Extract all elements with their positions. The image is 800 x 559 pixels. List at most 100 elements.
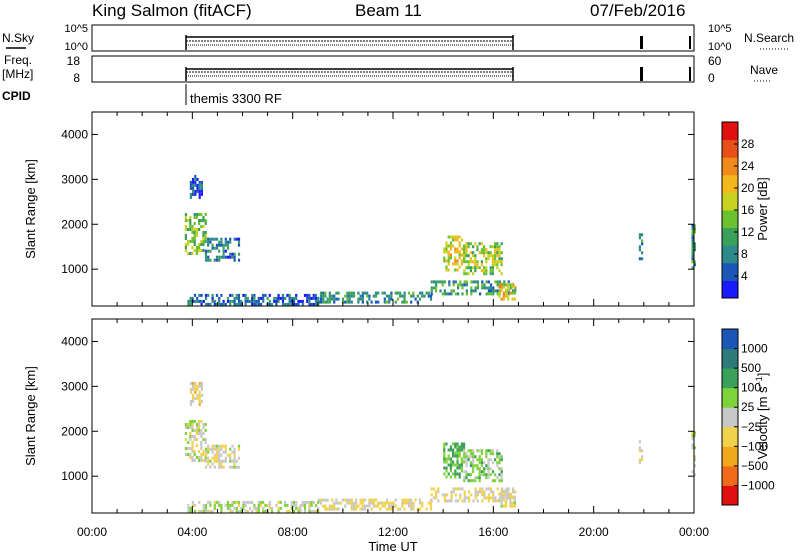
data-cell (403, 294, 406, 298)
data-cell (319, 297, 323, 301)
data-cell (220, 459, 223, 463)
data-cell (469, 464, 472, 468)
cpid-label: CPID (2, 89, 31, 103)
data-cell (257, 503, 260, 507)
data-cell (458, 253, 461, 257)
data-cell (445, 265, 448, 269)
data-cell (513, 504, 516, 508)
data-cell (483, 283, 486, 287)
data-cell (226, 240, 230, 244)
data-cell (306, 299, 309, 303)
data-cell (213, 500, 216, 504)
data-cell (691, 437, 694, 441)
data-cell (198, 456, 201, 459)
data-cell (218, 255, 221, 259)
data-cell (507, 294, 510, 298)
data-cell (487, 257, 490, 261)
data-cell (189, 195, 192, 199)
data-cell (226, 243, 230, 247)
data-cell (204, 459, 208, 463)
data-cell (231, 252, 234, 256)
data-cell (458, 235, 461, 239)
data-cell (196, 186, 199, 190)
data-cell (359, 501, 362, 505)
data-cell (487, 254, 490, 258)
data-cell (456, 454, 459, 458)
data-cell (218, 459, 221, 463)
data-cell (502, 495, 505, 499)
data-cell (202, 423, 205, 426)
data-cell (193, 222, 196, 225)
data-cell (189, 390, 192, 394)
data-cell (509, 492, 512, 496)
colorbar-swatch (722, 139, 738, 158)
data-cell (418, 498, 422, 502)
data-cell (447, 253, 450, 257)
data-cell (641, 251, 644, 255)
data-cell (218, 462, 221, 466)
data-cell (390, 507, 393, 511)
data-cell (233, 296, 236, 300)
data-cell (472, 461, 475, 465)
data-cell (494, 242, 497, 246)
data-cell (407, 501, 411, 505)
data-cell (266, 296, 269, 300)
data-cell (509, 291, 512, 295)
data-cell (465, 496, 468, 500)
data-cell (237, 299, 241, 303)
data-cell (432, 286, 435, 290)
data-cell (198, 393, 201, 397)
data-cell (458, 241, 461, 245)
data-cell (454, 445, 457, 449)
data-cell (463, 251, 466, 255)
colorbar-swatch (722, 465, 738, 486)
data-cell (198, 222, 201, 225)
data-cell (449, 475, 452, 479)
data-cell (346, 498, 349, 502)
data-cell (268, 506, 271, 510)
data-cell (463, 445, 466, 449)
data-cell (498, 498, 501, 502)
data-cell (693, 224, 696, 228)
data-cell (204, 456, 207, 459)
data-cell (445, 475, 448, 479)
data-cell (496, 254, 499, 258)
data-cell (324, 300, 327, 304)
data-cell (498, 458, 501, 462)
data-cell (195, 234, 198, 237)
data-cell (641, 242, 644, 246)
data-cell (198, 246, 201, 249)
data-cell (301, 500, 304, 504)
data-cell (202, 426, 205, 429)
data-cell (511, 504, 514, 508)
data-cell (193, 453, 196, 456)
data-cell (454, 259, 457, 263)
data-cell (204, 465, 208, 469)
data-cell (264, 509, 267, 513)
data-cell (229, 302, 232, 306)
data-cell (456, 457, 459, 461)
data-cell (198, 399, 201, 403)
data-cell (452, 448, 455, 452)
data-cell (189, 506, 192, 510)
data-cell (405, 498, 408, 502)
data-cell (494, 473, 497, 477)
data-cell (449, 448, 452, 452)
data-cell (377, 291, 380, 295)
data-cell (231, 459, 234, 463)
data-cell (350, 504, 353, 508)
data-cell (693, 458, 696, 462)
data-cell (388, 501, 391, 505)
data-cell (202, 231, 205, 234)
data-cell (388, 504, 391, 508)
data-cell (204, 441, 207, 444)
data-cell (244, 500, 247, 504)
data-cell (459, 487, 462, 491)
data-cell (314, 302, 318, 306)
data-cell (498, 254, 501, 258)
data-cell (472, 251, 475, 255)
data-cell (472, 289, 475, 293)
data-cell (487, 292, 490, 296)
data-cell (200, 456, 203, 459)
data-cell (213, 453, 216, 457)
